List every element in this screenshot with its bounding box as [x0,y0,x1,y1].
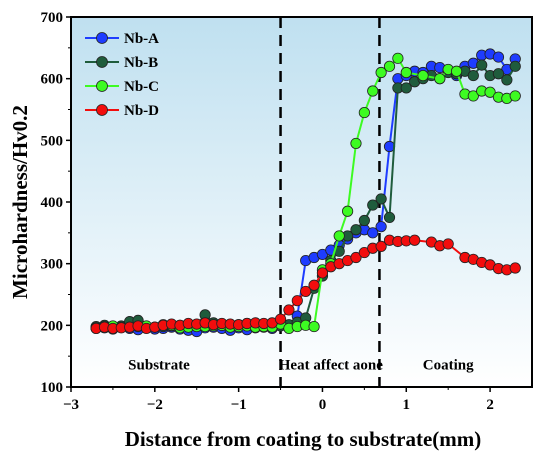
data-point-nb-b [509,60,521,72]
y-axis-label: Microhardness/Hv0.2 [8,105,32,299]
data-point-nb-b [400,82,412,94]
data-point-nb-a [492,51,505,63]
data-point-nb-c [467,90,479,102]
data-point-nb-d [300,285,312,298]
legend-item-nb-d: Nb-D [85,103,159,119]
data-point-nb-c [400,66,412,79]
data-point-nb-c [350,137,362,150]
legend-label: Nb-A [124,31,159,47]
data-point-nb-c [392,52,404,64]
x-tick-label: 0 [319,397,327,413]
data-point-nb-d [316,267,329,279]
data-point-nb-a [367,227,379,239]
legend-item-nb-c: Nb-C [85,79,159,95]
data-point-nb-c [375,66,387,79]
data-point-nb-b [358,214,370,227]
data-point-nb-b [350,224,362,236]
data-point-nb-c [434,73,446,85]
legend: Nb-A Nb-B Nb-C Nb-D [85,31,159,119]
legend-marker [96,32,108,44]
legend-item-nb-b: Nb-B [85,55,158,71]
data-point-nb-c [450,65,463,77]
region-label-substrate: Substrate [128,358,190,374]
data-point-nb-c [509,90,521,102]
axes: −3 −2 −1 0 1 2 100 200 300 400 500 600 700 [41,10,494,413]
x-tick-label: −2 [147,397,163,413]
data-point-nb-b [476,59,488,71]
legend-label: Nb-B [124,55,158,71]
data-point-nb-c [417,69,429,82]
legend-marker [96,80,108,92]
data-point-nb-c [383,60,396,72]
x-tick-label: −3 [63,397,79,413]
data-point-nb-a [375,221,387,233]
data-point-nb-b [467,69,479,82]
legend-marker [96,104,108,116]
region-label-coating: Coating [423,358,474,374]
series-nb-d [90,234,521,335]
data-point-nb-c [341,205,354,217]
data-point-nb-d [442,238,454,250]
data-point-nb-b [501,74,513,86]
data-point-nb-d [283,304,295,316]
x-axis-label: Distance from coating to substrate(mm) [125,427,482,451]
data-point-nb-d [291,295,303,307]
legend-marker [96,56,108,68]
data-point-nb-c [367,85,379,97]
data-point-nb-c [308,320,320,333]
y-tick-label: 300 [41,257,64,273]
y-tick-label: 400 [41,195,64,211]
data-point-nb-d [409,234,421,246]
region-labels: Substrate Heat affect aone Coating [128,358,474,374]
data-point-nb-c [333,230,345,242]
data-point-nb-d [375,240,387,252]
data-point-nb-b [367,199,379,211]
y-tick-label: 200 [41,318,64,334]
data-point-nb-d [509,262,521,274]
x-tick-label: 1 [403,397,411,413]
data-point-nb-b [375,193,387,205]
data-point-nb-c [484,86,496,98]
legend-label: Nb-C [124,79,159,95]
legend-label: Nb-D [124,103,159,119]
y-tick-label: 500 [41,133,64,149]
region-label-heat-affect-aone: Heat affect aone [279,358,383,374]
data-point-nb-d [350,251,362,264]
y-tick-label: 700 [41,10,64,26]
data-point-nb-c [358,106,370,119]
data-point-nb-d [308,279,320,291]
y-tick-label: 100 [41,380,64,396]
y-tick-label: 600 [41,72,64,88]
data-point-nb-b [383,211,396,224]
data-point-nb-b [492,68,505,80]
legend-item-nb-a: Nb-A [85,31,159,47]
data-point-nb-d [274,313,287,325]
x-tick-label: −1 [231,397,247,413]
series-layer [90,48,521,338]
x-tick-label: 2 [486,397,494,413]
